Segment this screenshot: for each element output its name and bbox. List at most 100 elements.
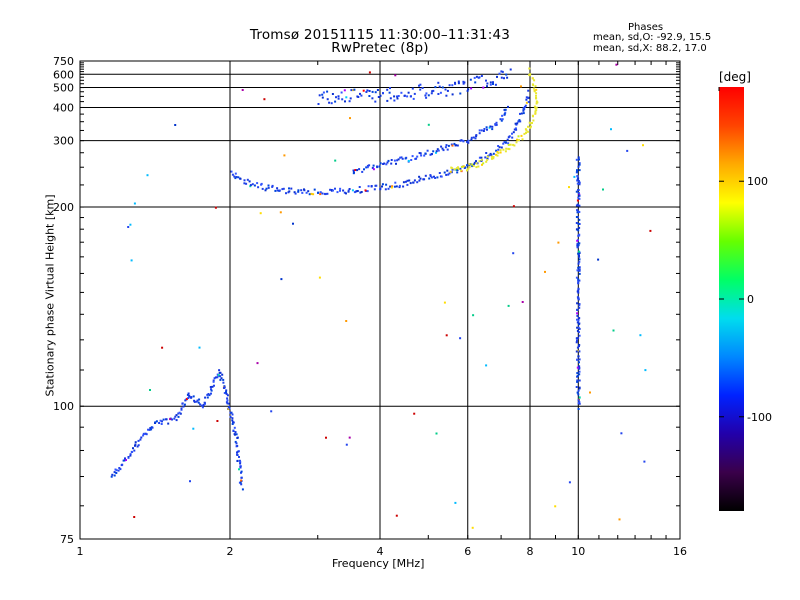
trace-point (195, 400, 198, 403)
trace-point (212, 380, 215, 383)
trace-point (339, 187, 342, 190)
trace-point (404, 180, 407, 183)
trace-point (412, 181, 415, 184)
trace-point (513, 128, 516, 131)
trace-point (200, 404, 203, 407)
trace-point (227, 402, 230, 405)
trace-point (387, 159, 390, 162)
colorbar-tick-label: 100 (747, 175, 768, 188)
noise-point (642, 144, 644, 147)
trace-point (358, 186, 361, 188)
noise-point (544, 270, 546, 273)
trace-point (448, 84, 451, 87)
trace-point (187, 397, 190, 399)
trace-point (457, 167, 460, 170)
trace-point (416, 155, 419, 158)
trace-point (577, 297, 580, 300)
trace-point (210, 392, 212, 395)
trace-point (305, 191, 308, 194)
trace-point (507, 105, 509, 108)
trace-point (239, 177, 242, 180)
x-axis-label: Frequency [MHz] (332, 557, 425, 570)
trace-point (174, 415, 177, 418)
trace-point (430, 92, 433, 95)
trace-point (352, 172, 355, 175)
trace-point (509, 143, 512, 146)
trace-point (385, 183, 388, 186)
trace-point (411, 155, 414, 158)
trace-point (312, 193, 315, 196)
trace-point (502, 142, 505, 145)
trace-point (416, 181, 419, 184)
trace-point (240, 470, 243, 473)
trace-point (379, 188, 382, 191)
trace-point (282, 187, 285, 190)
trace-point (533, 79, 536, 82)
trace-point (490, 155, 493, 158)
trace-point (451, 144, 454, 147)
noise-point (280, 278, 283, 281)
trace-point (401, 157, 404, 160)
trace-point (402, 185, 405, 188)
trace-point (119, 468, 122, 471)
trace-point (199, 403, 202, 406)
trace-point (390, 162, 393, 165)
trace-point (482, 86, 485, 89)
noise-point (395, 514, 398, 517)
trace-point (475, 160, 477, 163)
trace-point (457, 166, 459, 169)
trace-point (155, 420, 158, 423)
trace-point (256, 182, 259, 185)
trace-point (520, 112, 523, 115)
noise-point (174, 124, 177, 126)
trace-point (462, 82, 465, 85)
trace-point (419, 152, 422, 155)
trace-point (117, 469, 120, 472)
trace-point (318, 94, 321, 97)
trace-point (437, 149, 440, 152)
trace-point (293, 191, 296, 194)
noise-point (348, 436, 351, 439)
trace-point (222, 381, 225, 384)
trace-point (344, 100, 346, 103)
trace-point (399, 156, 402, 159)
trace-point (578, 169, 581, 172)
noise-point (394, 74, 397, 77)
trace-point (285, 192, 287, 195)
trace-point (445, 94, 448, 97)
trace-point (578, 402, 581, 405)
trace-point (577, 331, 580, 334)
trace-point (427, 94, 430, 97)
trace-point (577, 289, 580, 292)
trace-point (238, 468, 240, 471)
trace-point (577, 266, 580, 269)
trace-point (337, 97, 340, 100)
trace-point (576, 346, 579, 349)
noise-point (241, 89, 244, 91)
trace-point (577, 287, 580, 290)
trace-point (470, 138, 473, 141)
trace-point (265, 187, 268, 190)
trace-point (576, 318, 578, 321)
trace-point (491, 125, 494, 128)
trace-point (368, 90, 371, 92)
trace-point (113, 471, 116, 474)
trace-point (145, 433, 148, 436)
trace-point (204, 402, 206, 405)
trace-point (245, 182, 248, 185)
trace-point (147, 428, 149, 431)
trace-point (229, 411, 232, 414)
y-tick-label: 300 (53, 135, 74, 148)
trace-point (129, 454, 132, 457)
trace-point (158, 422, 161, 424)
trace-point (193, 400, 196, 403)
trace-point (438, 172, 441, 174)
trace-point (527, 96, 530, 99)
trace-point (504, 111, 507, 114)
trace-point (412, 97, 415, 100)
trace-point (367, 185, 370, 188)
trace-point (576, 179, 579, 182)
trace-point (378, 165, 381, 168)
trace-point (577, 399, 580, 402)
trace-point (389, 87, 391, 90)
